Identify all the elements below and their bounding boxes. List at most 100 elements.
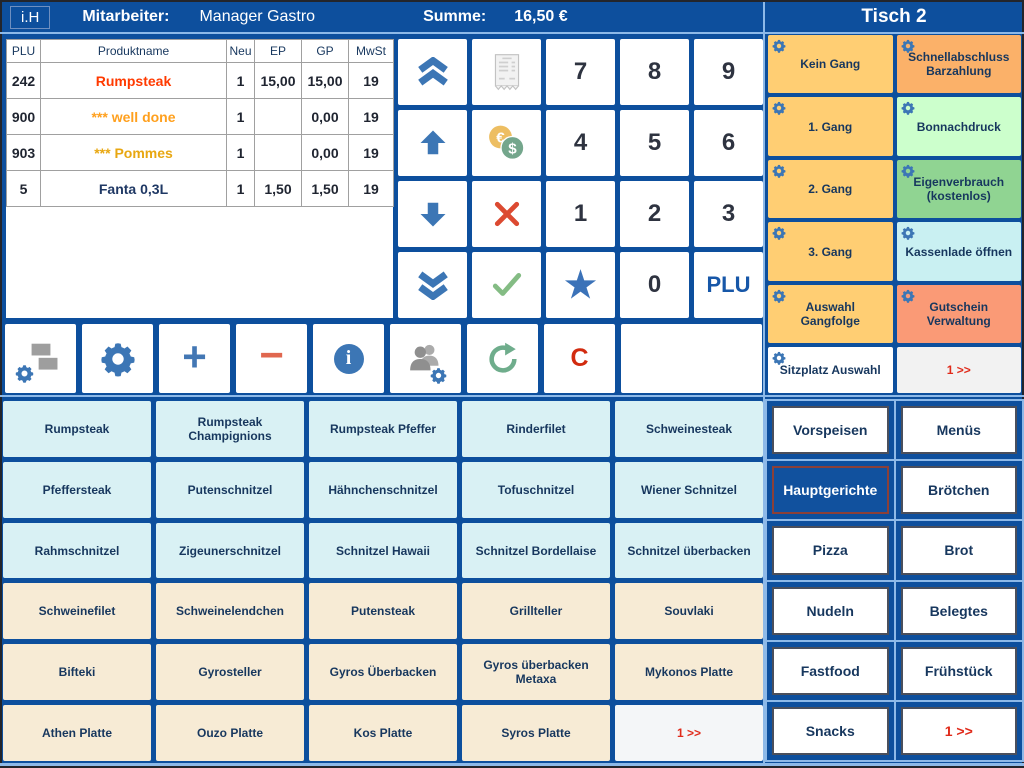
- gang-button-bonnachdruck[interactable]: Bonnachdruck: [896, 97, 1021, 156]
- product-button[interactable]: Rinderfilet: [462, 401, 610, 457]
- gang-button-eigenverbrauch[interactable]: Eigenverbrauch (kostenlos): [896, 159, 1021, 219]
- key-7[interactable]: 7: [546, 39, 615, 105]
- category-button-broetchen[interactable]: Brötchen: [900, 466, 1017, 515]
- product-button[interactable]: Bifteki: [3, 644, 151, 701]
- product-button[interactable]: Rahmschnitzel: [3, 522, 151, 579]
- key-1[interactable]: 1: [546, 181, 615, 247]
- product-button[interactable]: Kos Platte: [309, 705, 457, 761]
- gang-button-gutschein[interactable]: Gutschein Verwaltung: [896, 284, 1021, 344]
- product-button[interactable]: Souvlaki: [615, 583, 763, 640]
- plu-button[interactable]: PLU: [694, 252, 763, 318]
- scroll-bottom-button[interactable]: [398, 252, 467, 318]
- product-button[interactable]: Putenschnitzel: [156, 461, 304, 518]
- scroll-up-button[interactable]: [398, 110, 467, 176]
- product-button[interactable]: Schweinefilet: [3, 583, 151, 640]
- product-button[interactable]: Rumpsteak: [3, 401, 151, 457]
- product-button[interactable]: Hähnchenschnitzel: [309, 461, 457, 518]
- col-gp: GP: [301, 39, 349, 63]
- staff-settings-button[interactable]: [390, 324, 461, 393]
- product-button[interactable]: Schweinesteak: [615, 401, 763, 457]
- category-button-menus[interactable]: Menüs: [900, 406, 1017, 455]
- product-button[interactable]: Rumpsteak Pfeffer: [309, 401, 457, 457]
- gear-icon: [15, 365, 34, 383]
- repeat-button[interactable]: [467, 324, 538, 393]
- category-cell: Menüs: [894, 400, 1023, 461]
- key-4[interactable]: 4: [546, 110, 615, 176]
- product-button[interactable]: Schweinelendchen: [156, 583, 304, 640]
- product-button[interactable]: Schnitzel überbacken: [615, 522, 763, 579]
- cancel-button[interactable]: [472, 181, 541, 247]
- product-button[interactable]: Syros Platte: [462, 705, 610, 761]
- product-button[interactable]: Zigeunerschnitzel: [156, 522, 304, 579]
- category-button-brot[interactable]: Brot: [900, 526, 1017, 575]
- key-9[interactable]: 9: [694, 39, 763, 105]
- product-button[interactable]: Gyros Überbacken: [309, 644, 457, 701]
- category-button-snacks[interactable]: Snacks: [772, 706, 889, 755]
- info-button[interactable]: i: [313, 324, 384, 393]
- confirm-button[interactable]: [472, 252, 541, 318]
- key-2[interactable]: 2: [620, 181, 689, 247]
- product-button[interactable]: Ouzo Platte: [156, 705, 304, 761]
- repeat-icon: [488, 342, 517, 373]
- category-button-fastfood[interactable]: Fastfood: [772, 646, 889, 695]
- scroll-top-button[interactable]: [398, 39, 467, 105]
- product-more-button[interactable]: 1 >>: [615, 705, 763, 761]
- category-cell: Pizza: [766, 520, 895, 581]
- product-button[interactable]: Mykonos Platte: [615, 644, 763, 701]
- gang-button-kein-gang[interactable]: Kein Gang: [768, 35, 893, 94]
- order-row[interactable]: 900 *** well done 1 0,00 19: [6, 98, 394, 135]
- payment-button[interactable]: € $: [472, 110, 541, 176]
- product-button[interactable]: Athen Platte: [3, 705, 151, 761]
- receipt-button[interactable]: [472, 39, 541, 105]
- gang-button-sitzplatz[interactable]: Sitzplatz Auswahl: [768, 347, 893, 393]
- gang-more-button[interactable]: 1 >>: [896, 347, 1021, 393]
- corner-gear-icon: [901, 102, 914, 116]
- category-button-belegtes[interactable]: Belegtes: [900, 586, 1017, 635]
- order-row[interactable]: 242 Rumpsteak 1 15,00 15,00 19: [6, 62, 394, 99]
- category-button-nudeln[interactable]: Nudeln: [772, 586, 889, 635]
- category-button-pizza[interactable]: Pizza: [772, 526, 889, 575]
- product-button[interactable]: Gyros überbacken Metaxa: [462, 644, 610, 701]
- blank-button[interactable]: [621, 324, 762, 393]
- product-button[interactable]: Wiener Schnitzel: [615, 461, 763, 518]
- favorites-button[interactable]: ★: [546, 252, 615, 318]
- product-button[interactable]: Gyrosteller: [156, 644, 304, 701]
- product-button[interactable]: Schnitzel Hawaii: [309, 522, 457, 579]
- key-0[interactable]: 0: [620, 252, 689, 318]
- add-button[interactable]: +: [159, 324, 230, 393]
- scroll-down-button[interactable]: [398, 181, 467, 247]
- category-button-hauptgerichte[interactable]: Hauptgerichte: [772, 466, 889, 515]
- key-5[interactable]: 5: [620, 110, 689, 176]
- clear-button[interactable]: C: [544, 324, 615, 393]
- key-6[interactable]: 6: [694, 110, 763, 176]
- order-row[interactable]: 903 *** Pommes 1 0,00 19: [6, 134, 394, 171]
- workflow-settings-button[interactable]: [5, 324, 76, 393]
- middle-divider: [0, 395, 1024, 397]
- key-label: 4: [573, 129, 588, 156]
- order-row[interactable]: 5 Fanta 0,3L 1 1,50 1,50 19: [6, 170, 394, 207]
- gang-button-3-gang[interactable]: 3. Gang: [768, 222, 893, 281]
- gang-button-1-gang[interactable]: 1. Gang: [768, 97, 893, 156]
- gang-button-schnellabschluss[interactable]: Schnellabschluss Barzahlung: [896, 35, 1021, 94]
- category-button-vorspeisen[interactable]: Vorspeisen: [772, 406, 889, 455]
- product-button[interactable]: Putensteak: [309, 583, 457, 640]
- in-house-indicator[interactable]: i.H: [10, 5, 51, 29]
- product-button[interactable]: Pfeffersteak: [3, 461, 151, 518]
- product-button[interactable]: Schnitzel Bordellaise: [462, 522, 610, 579]
- product-button[interactable]: Rumpsteak Champignions: [156, 401, 304, 457]
- gang-button-2-gang[interactable]: 2. Gang: [768, 159, 893, 219]
- gang-button-kassenlade[interactable]: Kassenlade öffnen: [896, 222, 1021, 281]
- product-button[interactable]: Grillteller: [462, 583, 610, 640]
- remove-button[interactable]: −: [236, 324, 307, 393]
- settings-button[interactable]: [82, 324, 153, 393]
- category-more-button[interactable]: 1 >>: [900, 706, 1017, 755]
- key-8[interactable]: 8: [620, 39, 689, 105]
- bottom-divider: [0, 763, 1024, 766]
- key-label: 0: [647, 271, 662, 298]
- key-3[interactable]: 3: [694, 181, 763, 247]
- cell-plu: 242: [6, 62, 41, 99]
- category-button-fruehstueck[interactable]: Frühstück: [900, 646, 1017, 695]
- gang-button-auswahl-gangfolge[interactable]: Auswahl Gangfolge: [768, 284, 893, 344]
- product-button[interactable]: Tofuschnitzel: [462, 461, 610, 518]
- gang-more-label: 1 >>: [946, 363, 971, 378]
